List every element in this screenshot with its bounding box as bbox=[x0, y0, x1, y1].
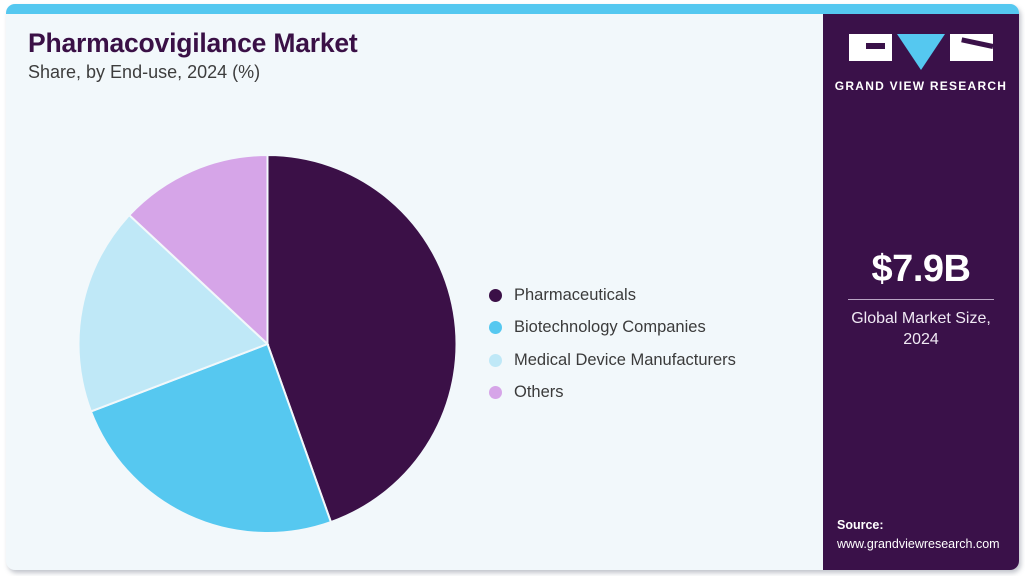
pie-chart-svg bbox=[77, 153, 458, 534]
chart-legend: Pharmaceuticals Biotechnology Companies … bbox=[489, 279, 736, 409]
pie-slice[interactable] bbox=[89, 342, 333, 534]
logo-letter-r-icon bbox=[950, 34, 993, 61]
brand-logo: GRAND VIEW RESEARCH bbox=[823, 34, 1019, 93]
legend-item-label: Others bbox=[514, 383, 564, 402]
source-url[interactable]: www.grandviewresearch.com bbox=[837, 536, 1000, 551]
legend-item-label: Medical Device Manufacturers bbox=[514, 350, 736, 369]
page-title: Pharmacovigilance Market bbox=[28, 28, 358, 58]
logo-letter-v-triangle-icon bbox=[897, 34, 945, 70]
source-block: Source: www.grandviewresearch.com bbox=[837, 516, 1011, 553]
legend-swatch-icon bbox=[489, 353, 502, 367]
stat-divider bbox=[848, 298, 994, 300]
logo-letter-g-icon bbox=[849, 34, 892, 61]
pie-slice[interactable] bbox=[77, 213, 270, 413]
pie-chart bbox=[66, 134, 470, 544]
pie-slice-group bbox=[77, 153, 458, 534]
market-size-caption: Global Market Size, 2024 bbox=[851, 309, 991, 349]
legend-item[interactable]: Biotechnology Companies bbox=[489, 312, 736, 345]
legend-item[interactable]: Pharmaceuticals bbox=[489, 279, 736, 312]
legend-swatch-icon bbox=[489, 288, 502, 302]
logo-wordmark: GRAND VIEW RESEARCH bbox=[834, 79, 1008, 93]
legend-item[interactable]: Medical Device Manufacturers bbox=[489, 344, 736, 377]
chart-main-pane: Pharmacovigilance Market Share, by End-u… bbox=[6, 14, 823, 570]
legend-swatch-icon bbox=[489, 386, 502, 400]
legend-item[interactable]: Others bbox=[489, 377, 736, 410]
legend-item-label: Pharmaceuticals bbox=[514, 285, 636, 304]
pie-slice[interactable] bbox=[127, 153, 269, 347]
logo-marks bbox=[823, 34, 1019, 70]
title-block: Pharmacovigilance Market Share, by End-u… bbox=[28, 28, 358, 85]
chart-subtitle: Share, by End-use, 2024 (%) bbox=[28, 62, 261, 83]
market-size-value: $7.9B bbox=[871, 248, 971, 290]
market-size-stat: $7.9B Global Market Size, 2024 bbox=[823, 248, 1019, 351]
chart-card: Pharmacovigilance Market Share, by End-u… bbox=[6, 4, 1019, 570]
legend-item-label: Biotechnology Companies bbox=[514, 318, 706, 337]
top-accent-bar bbox=[6, 4, 1019, 14]
source-label: Source: bbox=[837, 518, 884, 533]
legend-swatch-icon bbox=[489, 321, 502, 335]
pie-slice[interactable] bbox=[266, 153, 458, 524]
brand-sidebar: GRAND VIEW RESEARCH $7.9B Global Market … bbox=[823, 14, 1019, 570]
